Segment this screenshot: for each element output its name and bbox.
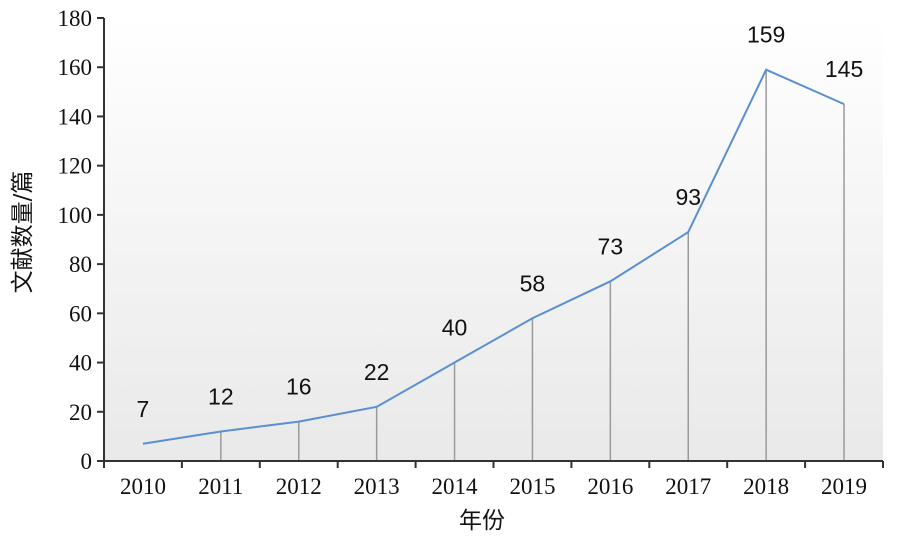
- x-axis: 2010 2011 2012 2013 2014 2015 2016 2017 2018 2019: [103, 460, 884, 499]
- y-tick-label: 20: [69, 400, 92, 425]
- y-tick-label: 160: [58, 55, 93, 80]
- x-tick-label: 2012: [276, 474, 322, 499]
- y-tick-label: 80: [69, 252, 92, 277]
- data-label: 93: [675, 184, 701, 210]
- y-tick-label: 40: [69, 351, 92, 376]
- x-tick-label: 2011: [198, 474, 243, 499]
- y-tick-label: 60: [69, 301, 92, 326]
- plot-background: [104, 18, 883, 461]
- y-tick-label: 120: [58, 154, 93, 179]
- y-tick-label: 100: [58, 203, 93, 228]
- data-label: 40: [442, 315, 468, 341]
- data-label: 58: [520, 270, 546, 296]
- x-tick-label: 2016: [587, 474, 633, 499]
- series-line: [142, 68, 845, 445]
- data-label: 7: [137, 396, 150, 422]
- x-tick-label: 2010: [120, 474, 166, 499]
- x-tick-label: 2014: [432, 474, 479, 499]
- data-label: 16: [286, 374, 312, 400]
- y-axis: 0 20 40 60 80 100 120 140 160 180: [58, 6, 105, 474]
- x-tick-label: 2013: [354, 474, 400, 499]
- data-label: 22: [364, 359, 390, 385]
- x-tick-label: 2015: [509, 474, 555, 499]
- drop-lines: [220, 69, 845, 461]
- y-tick-label: 0: [81, 449, 93, 474]
- y-tick-label: 140: [58, 104, 93, 129]
- data-labels: 7 12 16 22 40 58 73 93 159 145: [137, 22, 864, 422]
- data-label: 145: [825, 56, 863, 82]
- x-tick-label: 2018: [743, 474, 789, 499]
- y-tick-label: 180: [58, 6, 93, 31]
- data-label: 73: [598, 233, 624, 259]
- data-label: 12: [208, 383, 234, 409]
- x-tick-label: 2017: [665, 474, 711, 499]
- y-axis-title: 文献数量/篇: [10, 171, 36, 294]
- data-label: 159: [747, 22, 785, 48]
- x-tick-label: 2019: [821, 474, 867, 499]
- x-axis-title: 年份: [459, 508, 505, 534]
